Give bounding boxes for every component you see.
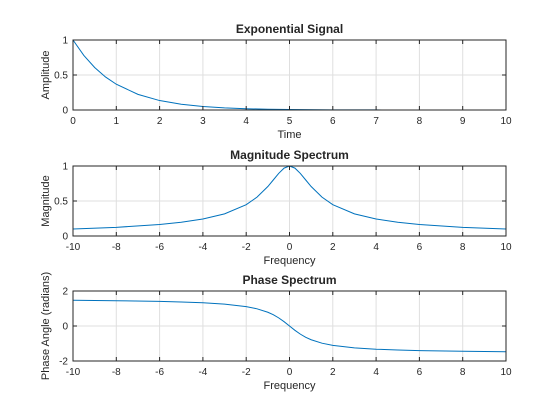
phase-xtick-label-0: -10 (66, 367, 81, 378)
magnitude-xtick-label-4: -2 (242, 242, 251, 253)
phase-xtick-label-3: -4 (198, 367, 207, 378)
exponential-xtick-label-1: 1 (114, 116, 120, 127)
phase-xtick-label-4: -2 (242, 367, 251, 378)
exponential-xlabel: Time (277, 129, 301, 141)
phase-ytick-label-0: -2 (59, 357, 68, 368)
phase-series-line-0 (72, 299, 507, 353)
exponential-xtick-label-3: 3 (200, 116, 206, 127)
exponential-xtick-label-5: 5 (287, 116, 293, 127)
exponential-xtick-label-6: 6 (330, 116, 336, 127)
magnitude-panel: -10 -8 -6 -4 -2 0 2 4 6 8 10 0 0.5 1 Magnitude Spectru… (40, 148, 512, 267)
phase-ytick-label-2: 2 (62, 287, 68, 298)
phase-ylabel: Phase Angle (radians) (40, 272, 52, 380)
magnitude-xtick-label-9: 8 (460, 242, 466, 253)
magnitude-xlabel: Frequency (264, 255, 316, 267)
exponential-xtick-label-10: 10 (500, 116, 512, 127)
exponential-ylabel: Amplitude (40, 51, 52, 100)
magnitude-xtick-label-5: 0 (287, 242, 293, 253)
phase-xlabel: Frequency (264, 380, 316, 392)
magnitude-xtick-label-7: 4 (373, 242, 379, 253)
magnitude-xtick-label-8: 6 (417, 242, 423, 253)
magnitude-ylabel: Magnitude (40, 175, 52, 226)
exponential-panel: 0 1 2 3 4 5 6 7 8 9 10 0 0.5 1 Exponential Signal Time A… (40, 22, 512, 141)
phase-ytick-label-1: 0 (62, 322, 68, 333)
phase-xtick-label-9: 8 (460, 367, 466, 378)
phase-xtick-label-6: 2 (330, 367, 336, 378)
magnitude-xtick-label-1: -8 (112, 242, 121, 253)
phase-xtick-label-1: -8 (112, 367, 121, 378)
magnitude-xtick-label-0: -10 (66, 242, 81, 253)
exponential-xtick-label-8: 8 (417, 116, 423, 127)
magnitude-xtick-label-3: -4 (198, 242, 207, 253)
phase-xtick-label-10: 10 (500, 367, 512, 378)
phase-xtick-label-2: -6 (155, 367, 164, 378)
phase-xtick-label-7: 4 (373, 367, 379, 378)
magnitude-ytick-label-0: 0 (62, 232, 68, 243)
phase-panel: -10 -8 -6 -4 -2 0 2 4 6 8 10 -2 0 2 Phase Spectrum Freq… (40, 272, 512, 392)
exponential-ytick-label-1: 0.5 (54, 71, 68, 82)
phase-title: Phase Spectrum (242, 273, 336, 287)
magnitude-ytick-label-2: 1 (62, 162, 68, 173)
exponential-xtick-label-0: 0 (70, 116, 76, 127)
phase-xtick-label-5: 0 (287, 367, 293, 378)
exponential-title: Exponential Signal (236, 22, 343, 36)
magnitude-xtick-label-2: -6 (155, 242, 164, 253)
magnitude-title: Magnitude Spectrum (230, 148, 349, 162)
magnitude-xtick-label-10: 10 (500, 242, 512, 253)
exponential-ytick-label-0: 0 (62, 106, 68, 117)
exponential-xtick-label-7: 7 (373, 116, 379, 127)
magnitude-ytick-label-1: 0.5 (54, 197, 68, 208)
exponential-xtick-label-2: 2 (157, 116, 163, 127)
exponential-xtick-label-9: 9 (460, 116, 466, 127)
exponential-ytick-label-2: 1 (62, 36, 68, 47)
exponential-xtick-label-4: 4 (243, 116, 249, 127)
magnitude-xtick-label-6: 2 (330, 242, 336, 253)
phase-xtick-label-8: 6 (417, 367, 423, 378)
